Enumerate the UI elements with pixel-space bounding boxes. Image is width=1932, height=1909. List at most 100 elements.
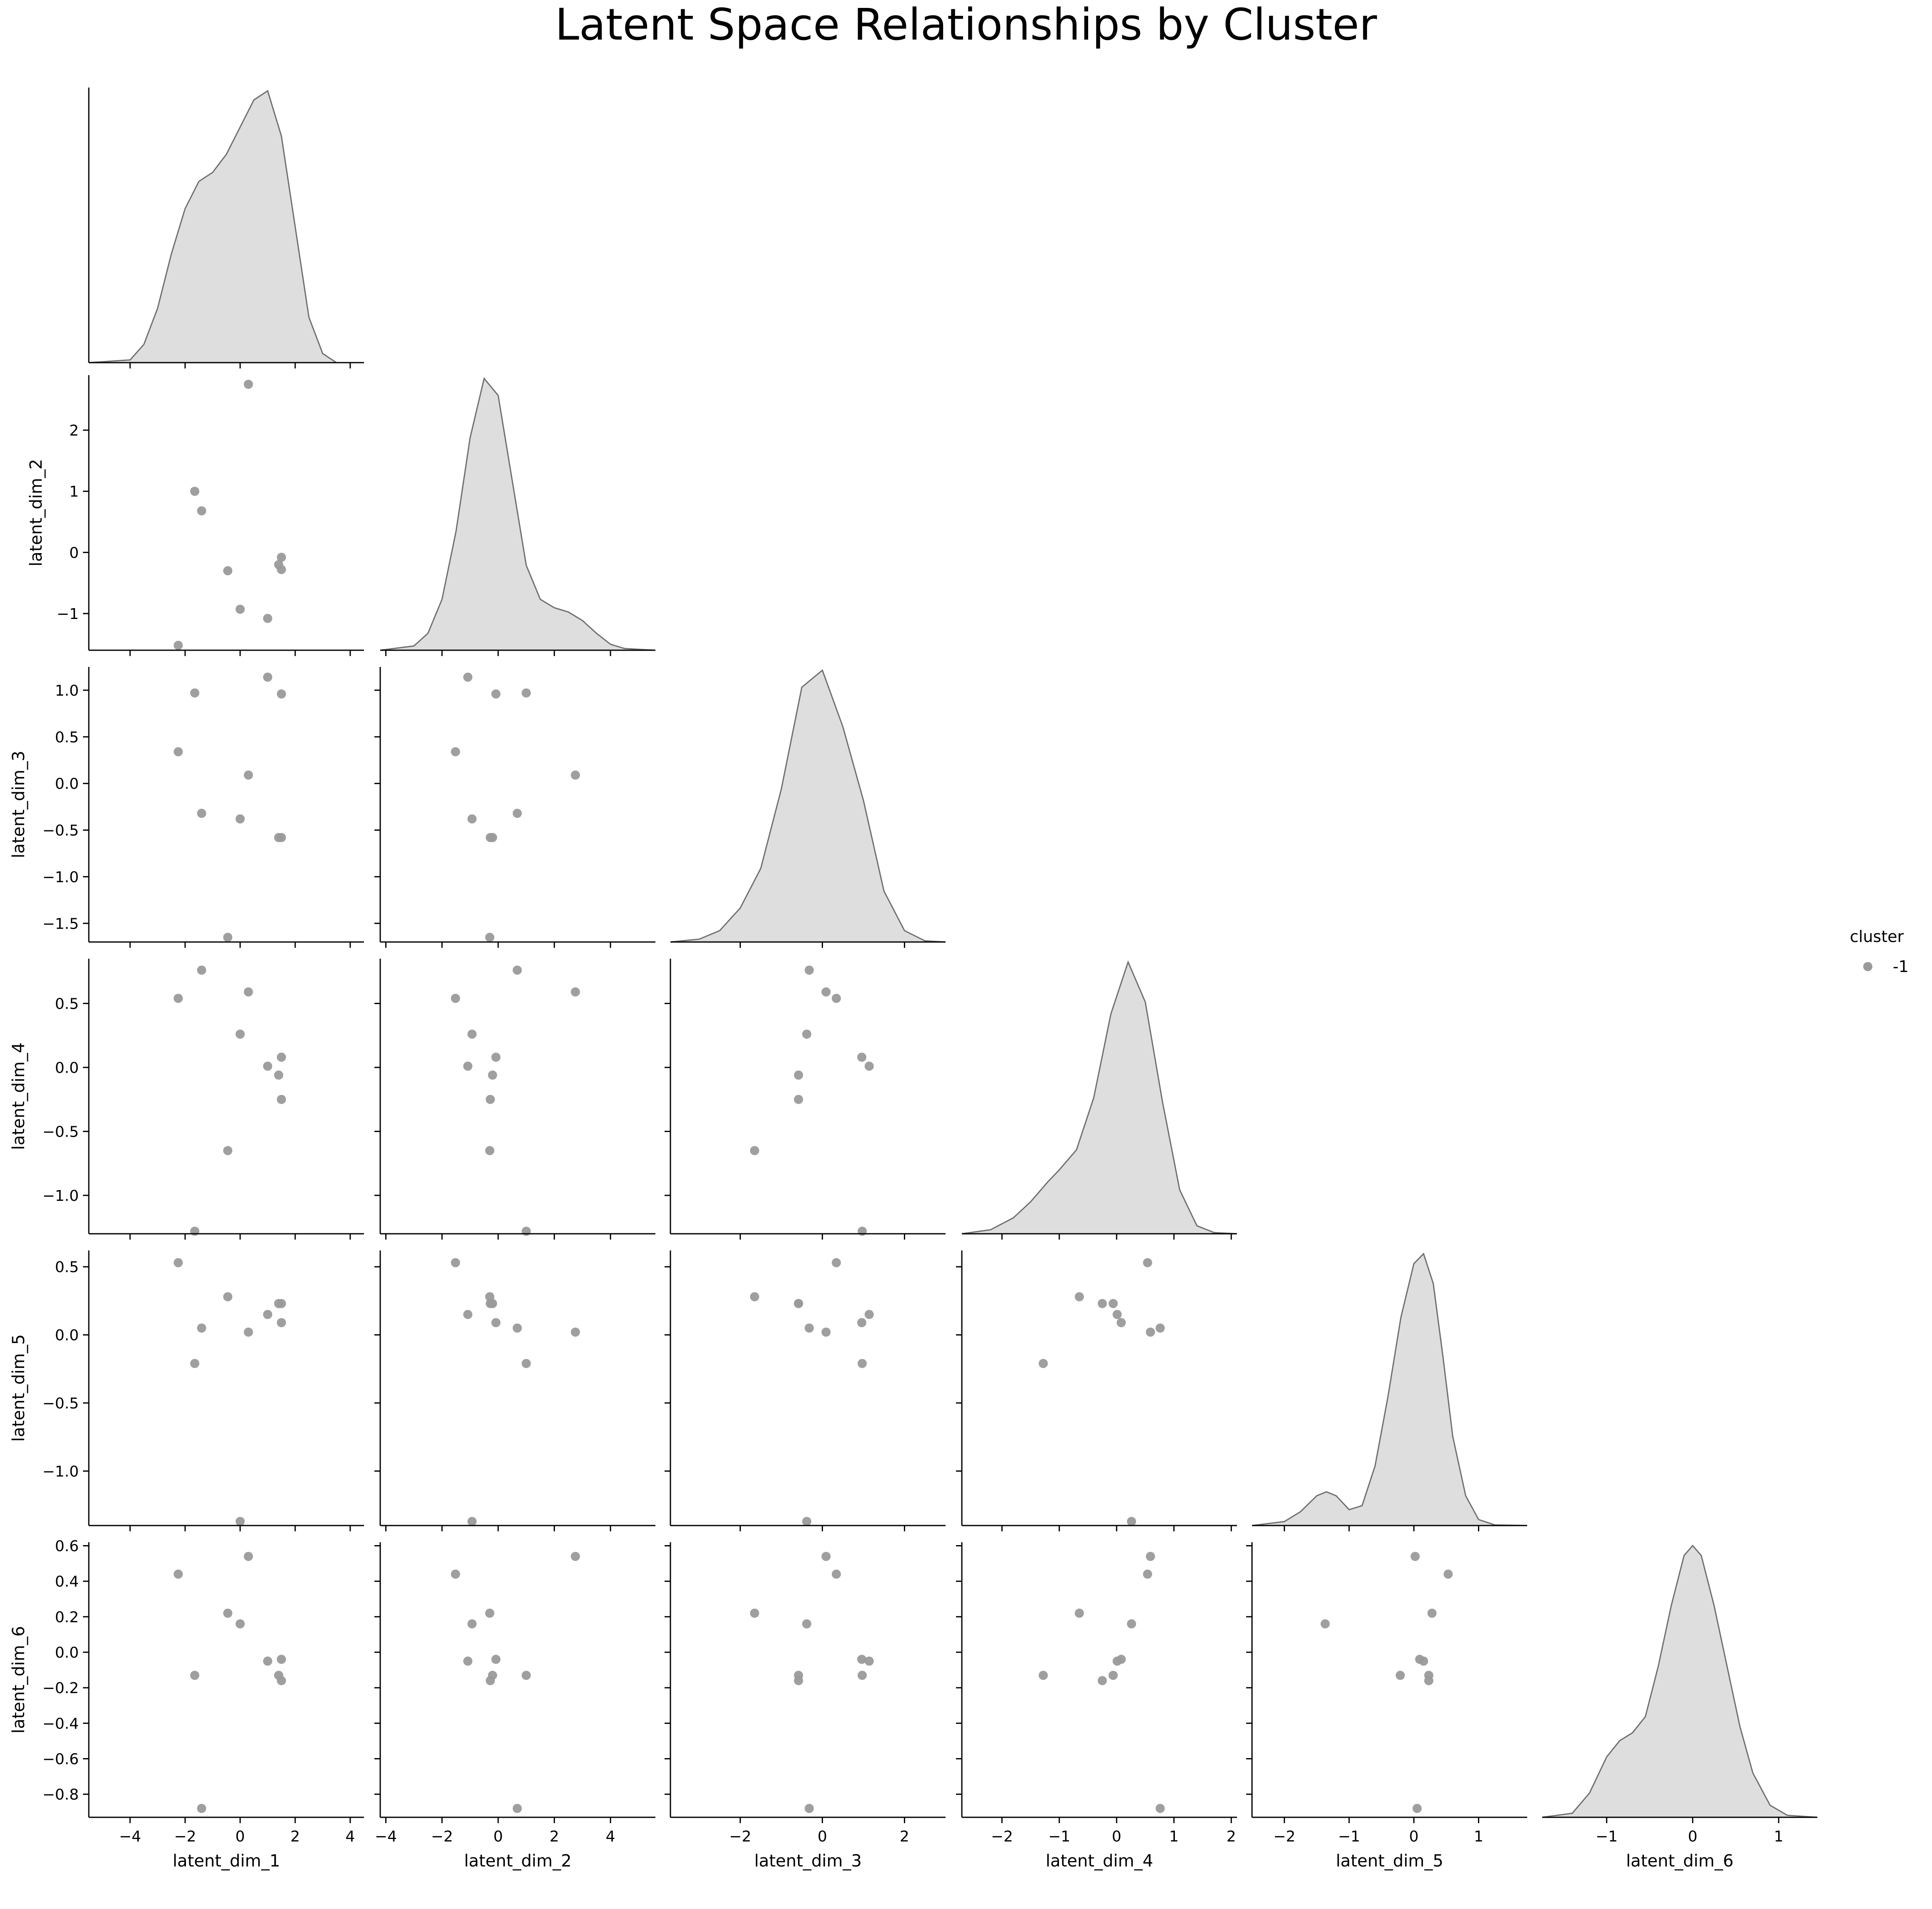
kde-fill-latent_dim_6 bbox=[1542, 1546, 1817, 1817]
scatter-point bbox=[1109, 1299, 1118, 1308]
legend-entry-label: -1 bbox=[1893, 957, 1909, 976]
legend-title: cluster bbox=[1850, 927, 1904, 946]
x-tick-label: 2 bbox=[900, 1828, 909, 1845]
scatter-point bbox=[277, 833, 286, 842]
scatter-point bbox=[794, 1070, 803, 1080]
scatter-point bbox=[1074, 1608, 1084, 1618]
scatter-point bbox=[173, 1258, 183, 1268]
y-axis-label: latent_dim_4 bbox=[9, 1042, 28, 1150]
scatter-point bbox=[512, 1323, 522, 1333]
scatter-point bbox=[1039, 1359, 1048, 1368]
scatter-point bbox=[223, 932, 233, 942]
scatter-point bbox=[173, 747, 183, 757]
kde-fill-latent_dim_2 bbox=[380, 378, 655, 650]
scatter-point bbox=[263, 1656, 272, 1666]
x-tick-label: 2 bbox=[549, 1828, 559, 1845]
y-tick-label: 0 bbox=[69, 544, 79, 561]
y-tick-label: 0.5 bbox=[55, 729, 79, 746]
scatter-point bbox=[277, 1095, 286, 1104]
kde-line-latent_dim_1 bbox=[88, 90, 364, 363]
x-tick-label: −1 bbox=[1596, 1828, 1618, 1845]
x-tick-label: 4 bbox=[346, 1828, 355, 1845]
panel-latent_dim_3-vs-latent_dim_1: −1.5 −1.0 −0.5 0.0 0.5 1.0 bbox=[43, 667, 364, 948]
x-tick-label: −2 bbox=[174, 1828, 196, 1845]
panel-latent_dim_6-vs-latent_dim_5: −2 −1 0 1 bbox=[1246, 1542, 1527, 1845]
y-axis-label: latent_dim_5 bbox=[9, 1334, 28, 1442]
scatter-point bbox=[243, 1552, 253, 1561]
scatter-point bbox=[571, 770, 580, 780]
figure-title: Latent Space Relationships by Cluster bbox=[555, 0, 1377, 50]
scatter-point bbox=[794, 1299, 803, 1308]
scatter-point bbox=[236, 814, 245, 824]
scatter-point bbox=[1109, 1671, 1118, 1680]
x-tick-label: 1 bbox=[1774, 1828, 1784, 1845]
scatter-point bbox=[485, 1608, 494, 1618]
scatter-point bbox=[277, 1655, 286, 1664]
scatter-point bbox=[486, 1095, 495, 1104]
scatter-point bbox=[858, 1671, 867, 1680]
scatter-point bbox=[805, 1804, 814, 1813]
scatter-point bbox=[277, 553, 286, 562]
panel-latent_dim_1-vs-latent_dim_1 bbox=[88, 88, 364, 368]
panel-latent_dim_5-vs-latent_dim_4 bbox=[956, 1250, 1237, 1531]
x-axis-label: latent_dim_3 bbox=[754, 1851, 862, 1871]
y-tick-label: −1.5 bbox=[43, 915, 79, 932]
x-axis-label: latent_dim_5 bbox=[1336, 1851, 1443, 1871]
x-axis-label: latent_dim_4 bbox=[1046, 1851, 1153, 1871]
scatter-point bbox=[864, 1310, 874, 1319]
scatter-point bbox=[832, 1569, 841, 1579]
y-tick-label: −1.0 bbox=[43, 1187, 79, 1205]
scatter-point bbox=[190, 1359, 200, 1368]
y-tick-label: 0.2 bbox=[55, 1609, 79, 1626]
scatter-point bbox=[197, 965, 206, 975]
scatter-point bbox=[832, 994, 841, 1003]
scatter-point bbox=[832, 1258, 841, 1268]
scatter-point bbox=[750, 1292, 759, 1302]
panel-latent_dim_4-vs-latent_dim_3 bbox=[665, 959, 946, 1240]
scatter-point bbox=[236, 1030, 245, 1039]
scatter-point bbox=[467, 814, 477, 824]
scatter-point bbox=[451, 994, 460, 1003]
y-tick-label: −0.5 bbox=[43, 822, 79, 839]
panel-latent_dim_5-vs-latent_dim_2 bbox=[374, 1250, 655, 1531]
x-tick-label: 1 bbox=[1474, 1828, 1483, 1845]
y-axis-label: latent_dim_2 bbox=[27, 459, 46, 566]
scatter-point bbox=[467, 1619, 477, 1628]
scatter-point bbox=[486, 1299, 495, 1308]
scatter-point bbox=[463, 1656, 473, 1666]
scatter-point bbox=[277, 1052, 286, 1062]
scatter-point bbox=[173, 994, 183, 1003]
x-tick-label: 2 bbox=[1227, 1828, 1236, 1845]
panel-latent_dim_4-vs-latent_dim_1: −1.0 −0.5 0.0 0.5 bbox=[43, 959, 364, 1240]
scatter-point bbox=[802, 1619, 811, 1628]
scatter-point bbox=[236, 604, 245, 614]
x-tick-label: 0 bbox=[1409, 1828, 1419, 1845]
scatter-point bbox=[277, 689, 286, 699]
scatter-point bbox=[864, 1656, 874, 1666]
scatter-point bbox=[522, 1226, 531, 1236]
scatter-point bbox=[857, 1052, 866, 1062]
x-axis-label: latent_dim_1 bbox=[173, 1851, 280, 1871]
scatter-point bbox=[1117, 1318, 1126, 1328]
scatter-point bbox=[451, 1258, 460, 1268]
scatter-point bbox=[197, 506, 206, 516]
scatter-point bbox=[821, 1328, 831, 1337]
scatter-point bbox=[274, 1070, 284, 1080]
y-tick-label: 0.0 bbox=[55, 1327, 79, 1344]
legend-marker bbox=[1863, 962, 1872, 971]
y-tick-label: 0.6 bbox=[55, 1538, 79, 1555]
scatter-point bbox=[750, 1608, 759, 1618]
scatter-point bbox=[794, 1676, 803, 1686]
x-tick-label: −2 bbox=[729, 1828, 751, 1845]
x-tick-label: 0 bbox=[236, 1828, 245, 1845]
kde-line-latent_dim_2 bbox=[380, 377, 656, 651]
scatter-point bbox=[857, 1318, 866, 1328]
scatter-point bbox=[802, 1030, 811, 1039]
y-tick-label: 2 bbox=[69, 422, 79, 439]
scatter-point bbox=[190, 1226, 200, 1236]
y-tick-label: 0.4 bbox=[55, 1573, 79, 1591]
scatter-point bbox=[491, 689, 501, 699]
y-axis-label: latent_dim_6 bbox=[9, 1626, 28, 1734]
legend: cluster -1 bbox=[1850, 927, 1909, 976]
y-tick-label: 0.0 bbox=[55, 1644, 79, 1661]
